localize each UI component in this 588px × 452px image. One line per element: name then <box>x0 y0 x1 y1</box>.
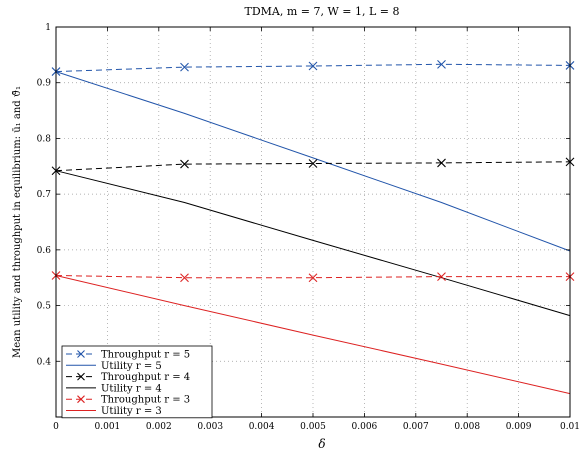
x-marker <box>437 158 446 168</box>
plot-series <box>51 59 575 395</box>
series-line <box>55 63 571 73</box>
x-marker <box>308 159 318 168</box>
x-tick-label: 0.004 <box>249 422 275 432</box>
x-tick-label: 0.003 <box>197 422 223 432</box>
x-tick-label: 0.009 <box>506 422 532 432</box>
series-1 <box>55 71 571 252</box>
series-3 <box>55 170 571 317</box>
x-marker <box>77 395 85 404</box>
x-marker <box>308 273 318 283</box>
x-tick-label: 0.007 <box>403 422 429 432</box>
legend-item: Utility r = 3 <box>66 406 162 417</box>
y-tick-label: 0.6 <box>37 246 52 256</box>
x-tick-label: 0.01 <box>560 422 580 432</box>
x-marker <box>308 61 318 71</box>
series-line <box>55 275 570 279</box>
x-tick-label: 0.008 <box>454 422 480 432</box>
y-tick-label: 0.5 <box>37 302 52 312</box>
x-tick-label: 0.002 <box>146 422 172 432</box>
x-marker <box>180 273 189 283</box>
x-marker <box>77 372 85 381</box>
x-marker <box>180 62 189 72</box>
x-tick-label: 0 <box>53 422 59 432</box>
series-line <box>55 71 571 252</box>
y-tick-label: 0.4 <box>37 357 52 367</box>
y-tick-label: 0.9 <box>37 79 52 89</box>
legend-item: Throughput r = 5 <box>66 350 190 361</box>
legend-item: Utility r = 5 <box>66 361 162 372</box>
x-tick-label: 0.006 <box>352 422 378 432</box>
x-marker <box>437 59 446 69</box>
legend-item: Utility r = 4 <box>66 383 162 394</box>
series-0 <box>51 59 575 76</box>
legend-item: Throughput r = 4 <box>66 372 190 383</box>
chart-title: TDMA, m = 7, W = 1, L = 8 <box>244 5 399 18</box>
legend-label: Throughput r = 5 <box>101 350 190 361</box>
series-5 <box>55 275 571 395</box>
y-tick-label: 0.8 <box>37 134 52 144</box>
x-marker <box>180 159 189 169</box>
legend-box <box>61 345 213 419</box>
series-line <box>55 161 571 172</box>
x-tick-label: 0.005 <box>300 422 326 432</box>
legend-label: Throughput r = 4 <box>101 372 190 383</box>
series-4 <box>51 271 575 283</box>
axis-ticks: 0 0.001 0.002 0.003 0.004 0.005 0.006 0.007 0.00… <box>37 23 580 432</box>
y-tick-label: 1 <box>45 23 51 33</box>
y-axis-label: Mean utility and throughput in equilibri… <box>12 86 23 358</box>
legend-label: Utility r = 3 <box>101 406 162 417</box>
x-tick-label: 0.001 <box>95 422 121 432</box>
series-line <box>55 170 571 317</box>
series-2 <box>51 157 575 176</box>
legend-label: Utility r = 5 <box>101 361 162 372</box>
x-marker <box>77 350 85 358</box>
x-axis-label: δ <box>318 437 325 451</box>
legend-label: Throughput r = 3 <box>101 395 190 406</box>
x-marker <box>437 272 446 281</box>
legend-item: Throughput r = 3 <box>66 395 190 406</box>
legend-label: Utility r = 4 <box>101 383 162 394</box>
series-line <box>55 275 571 395</box>
y-tick-label: 0.7 <box>37 190 52 200</box>
